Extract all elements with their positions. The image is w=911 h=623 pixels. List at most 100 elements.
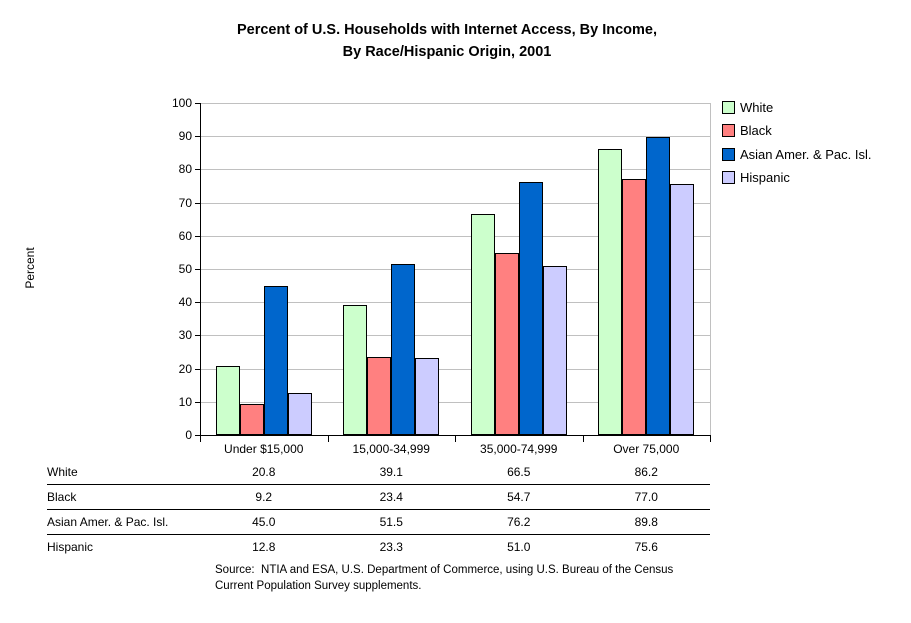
table-row-label: Asian Amer. & Pac. Isl. (47, 514, 169, 529)
legend-label: White (740, 99, 774, 115)
y-axis-tick-label: 100 (171, 96, 192, 110)
y-axis-tick (195, 269, 200, 270)
table-row: Black 9.2 23.4 54.7 77.0 (47, 485, 710, 510)
legend-label: Black (740, 123, 772, 138)
legend-item: White (722, 99, 774, 115)
bar-black-2 (367, 357, 392, 435)
x-axis-tick (582, 436, 584, 442)
y-axis-tick-label: 80 (178, 162, 192, 177)
y-axis-tick-label: 10 (178, 394, 192, 409)
category-label: 35,000-74,999 (480, 442, 558, 456)
legend-label: Asian Amer. & Pac. Isl. (740, 146, 872, 162)
y-axis-tick (195, 302, 200, 304)
legend-swatch-icon (722, 100, 735, 114)
x-axis-tick (327, 436, 329, 442)
y-axis-tick (195, 202, 200, 204)
source-note-line1: Source: NTIA and ESA, U.S. Department of… (215, 564, 674, 576)
y-axis-tick (195, 335, 200, 337)
legend-item: Black (722, 123, 772, 138)
y-axis-tick (195, 368, 200, 370)
table-cell: 77.0 (634, 489, 658, 504)
bar-asian-amer-pac-isl-1 (263, 285, 288, 435)
source-note-line2: Current Population Survey supplements. (215, 580, 422, 592)
y-axis-tick-label: 0 (185, 428, 192, 442)
bar-black-4 (622, 179, 647, 435)
x-axis-tick (200, 436, 201, 442)
bar-hispanic-3 (542, 265, 567, 435)
table-cell: 9.2 (255, 489, 273, 504)
gridline (200, 368, 710, 370)
gridline (200, 136, 710, 138)
bar-white-2 (343, 305, 368, 435)
table-cell: 39.1 (379, 464, 403, 479)
table-row: Hispanic 12.8 23.3 51.0 75.6 (47, 535, 710, 559)
gridline (200, 103, 710, 104)
y-axis-tick-label: 50 (178, 262, 192, 276)
table-cell: 76.2 (507, 514, 531, 529)
table-cell: 86.2 (634, 464, 658, 479)
legend-swatch-icon (722, 124, 735, 137)
category-label: Under $15,000 (224, 442, 304, 456)
table-cell: 12.8 (252, 539, 276, 554)
x-axis-tick (710, 436, 711, 442)
gridline (200, 335, 710, 337)
table-cell: 75.6 (634, 539, 658, 554)
gridline (200, 269, 710, 270)
bar-white-4 (598, 148, 623, 435)
y-axis-tick-label: 30 (178, 328, 192, 343)
table-cell: 51.0 (507, 539, 531, 554)
data-table: White 20.8 39.1 66.5 86.2 Black 9.2 23.4 54.7 77.… (47, 460, 710, 559)
legend-item: Hispanic (722, 170, 790, 185)
legend-swatch-icon (722, 147, 735, 161)
table-cell: 54.7 (507, 489, 531, 504)
table-cell: 23.4 (379, 489, 403, 504)
table-cell: 51.5 (379, 514, 403, 529)
gridline (200, 302, 710, 304)
y-axis-line (200, 103, 201, 435)
gridline (200, 202, 710, 204)
bar-asian-amer-pac-isl-2 (391, 264, 416, 435)
bar-white-1 (215, 365, 240, 435)
plot-right-border (710, 103, 711, 435)
table-row-label: Hispanic (47, 539, 94, 554)
chart-title: Percent of U.S. Households with Internet… (87, 19, 807, 63)
table-row-label: White (47, 464, 78, 479)
y-axis-tick (195, 235, 200, 237)
y-axis-tick-label: 70 (178, 195, 192, 210)
x-axis-line (200, 435, 711, 436)
table-row: White 20.8 39.1 66.5 86.2 (47, 460, 710, 485)
bar-asian-amer-pac-isl-3 (518, 182, 543, 435)
category-label: 15,000-34,999 (352, 442, 430, 456)
legend-item: Asian Amer. & Pac. Isl. (722, 146, 872, 162)
y-axis-tick (195, 401, 200, 403)
y-axis-tick-label: 90 (178, 129, 192, 144)
table-cell: 20.8 (252, 464, 276, 479)
y-axis-tick-label: 60 (178, 228, 192, 243)
bar-hispanic-1 (287, 392, 312, 435)
table-cell: 89.8 (634, 514, 658, 529)
table-cell: 66.5 (507, 464, 531, 479)
category-label: Over 75,000 (613, 442, 680, 456)
y-axis-tick-label: 40 (178, 295, 192, 310)
table-cell: 23.3 (379, 539, 403, 554)
gridline (200, 401, 710, 403)
bar-hispanic-4 (670, 184, 695, 435)
legend-swatch-icon (722, 171, 735, 184)
x-axis-tick (455, 436, 456, 442)
y-axis-tick (195, 435, 200, 436)
bar-white-3 (470, 214, 495, 435)
bar-black-1 (239, 404, 264, 435)
bar-black-3 (494, 253, 519, 435)
bar-asian-amer-pac-isl-4 (646, 136, 671, 435)
table-row-label: Black (47, 489, 77, 504)
gridline (200, 235, 710, 237)
gridline (200, 169, 710, 171)
y-axis-tick (195, 136, 200, 138)
y-axis-tick (195, 103, 200, 104)
chart-title-line2: By Race/Hispanic Origin, 2001 (342, 44, 552, 60)
table-cell: 45.0 (252, 514, 276, 529)
table-row: Asian Amer. & Pac. Isl. 45.0 51.5 76.2 89.8 (47, 510, 710, 535)
bar-hispanic-2 (415, 357, 440, 435)
